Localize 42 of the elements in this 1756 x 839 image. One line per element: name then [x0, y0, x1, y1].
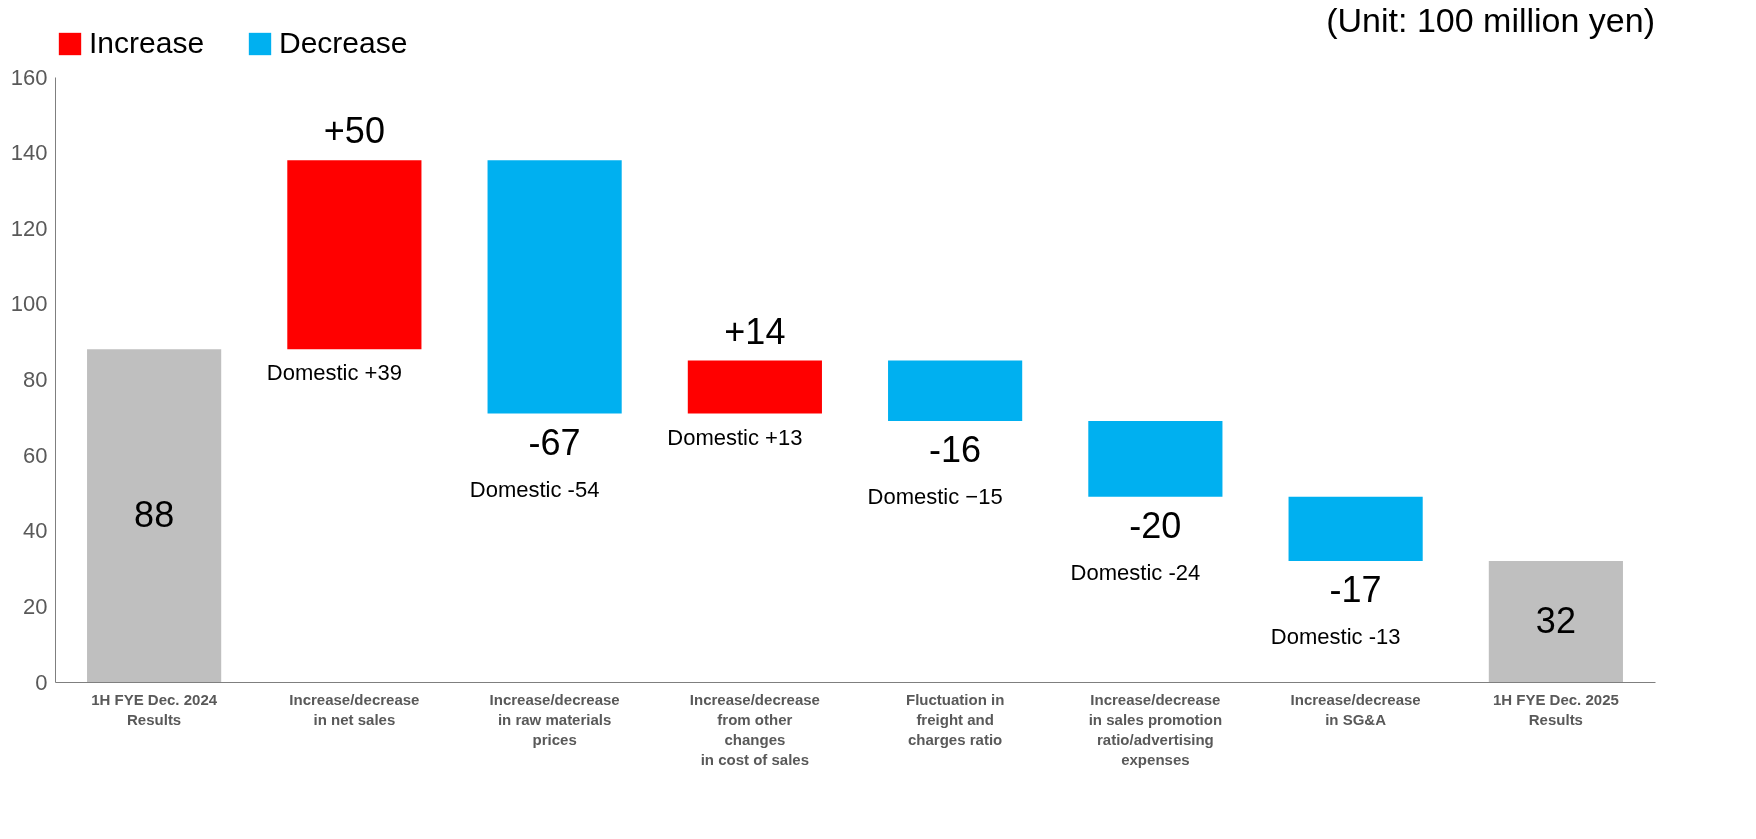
x-tick-label: Increase/decrease in SG&A [1290, 690, 1421, 728]
data-label: -20 [1129, 504, 1182, 546]
y-tick-label: 60 [23, 442, 48, 468]
x-tick-label: 1H FYE Dec. 2024 Results [91, 690, 218, 728]
bar [888, 360, 1023, 422]
y-tick-label: 160 [10, 64, 48, 90]
y-tick-label: 20 [23, 593, 48, 619]
bar [1088, 421, 1223, 497]
data-label: 32 [1535, 599, 1576, 641]
bar [487, 160, 622, 414]
x-tick-label: Increase/decrease in sales promotion ratio/advertising expenses [1088, 690, 1223, 768]
annotation: Domestic +13 [667, 424, 803, 450]
annotation: Domestic −15 [867, 484, 1003, 510]
data-label: -16 [929, 429, 982, 471]
y-tick-label: 0 [35, 669, 48, 695]
data-label: 88 [134, 493, 175, 535]
annotation: Domestic -24 [1070, 559, 1201, 585]
data-label: -17 [1329, 569, 1382, 610]
annotation: Domestic -54 [469, 476, 600, 502]
text: (Unit: 100 million yen) [1326, 1, 1655, 39]
data-label: +50 [323, 110, 385, 152]
x-tick-label: Increase/decrease in raw materials prices [489, 690, 620, 748]
bar [1288, 496, 1423, 561]
bar [1488, 561, 1623, 682]
annotation: Domestic -13 [1270, 624, 1401, 649]
bar [87, 349, 222, 682]
data-label: +14 [724, 310, 786, 352]
x-tick-label: Fluctuation in freight and charges ratio [905, 690, 1005, 748]
y-tick-label: 120 [10, 215, 48, 241]
y-tick-label: 40 [23, 518, 48, 544]
y-tick-label: 100 [10, 291, 48, 317]
data-label: -67 [528, 421, 581, 463]
annotation: Domestic +39 [266, 360, 402, 386]
bar [687, 360, 822, 414]
y-tick-label: 80 [23, 367, 48, 392]
x-tick-label: 1H FYE Dec. 2025 Results [1492, 690, 1619, 728]
x-tick-label: Increase/decrease in net sales [289, 690, 420, 728]
legend-label: Increase [89, 26, 205, 59]
bar [287, 160, 422, 350]
y-tick-label: 140 [10, 140, 48, 166]
x-tick-label: Increase/decrease from other changes in cost of sales [689, 690, 820, 768]
legend-label: Decrease [279, 26, 408, 59]
